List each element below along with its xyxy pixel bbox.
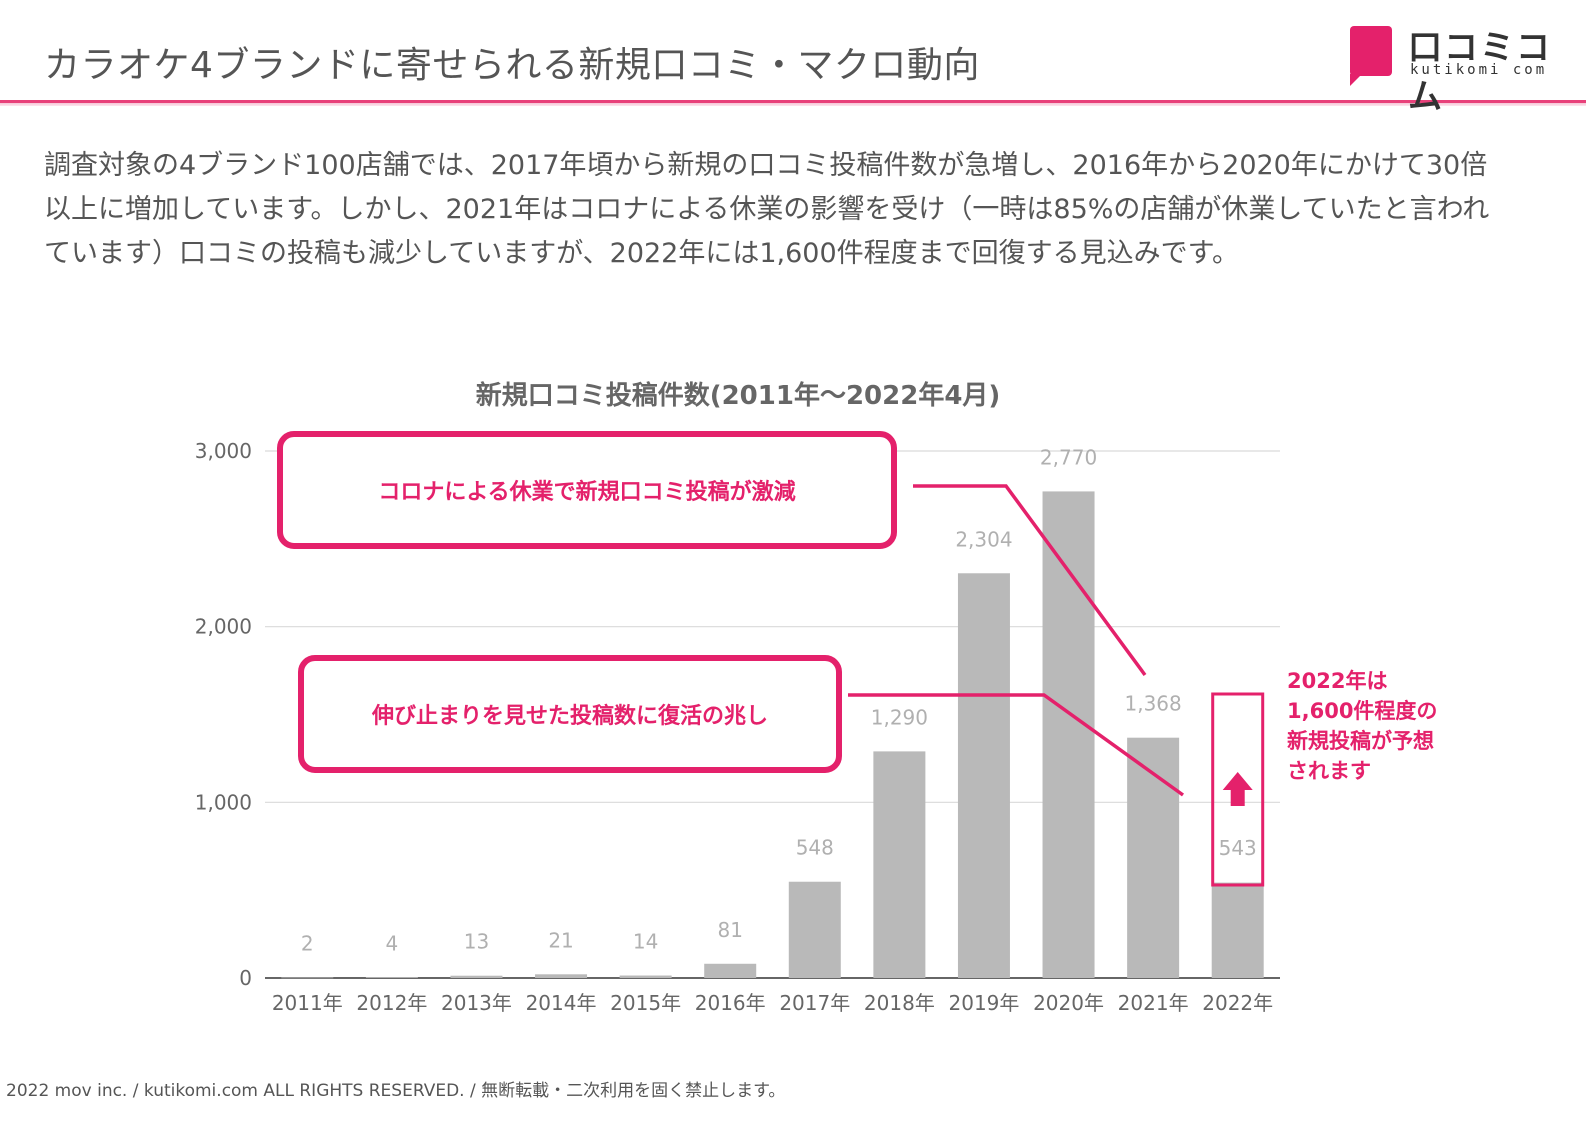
- forecast-note-line: 2022年は: [1287, 669, 1387, 693]
- y-tick-label: 3,000: [195, 439, 252, 463]
- header-divider: [0, 100, 1586, 106]
- x-tick-label: 2021年: [1118, 991, 1189, 1015]
- y-tick-label: 0: [239, 966, 252, 990]
- data-label: 14: [633, 930, 658, 954]
- bar: [788, 881, 841, 978]
- bar: [1127, 737, 1180, 978]
- x-tick-label: 2013年: [441, 991, 512, 1015]
- bar: [281, 977, 334, 979]
- chart-title: 新規口コミ投稿件数(2011年～2022年4月): [476, 380, 1001, 411]
- x-tick-label: 2020年: [1033, 991, 1104, 1015]
- x-tick-label: 2017年: [779, 991, 850, 1015]
- forecast-highlight-box: [1211, 692, 1265, 887]
- forecast-note-line: されます: [1287, 759, 1371, 783]
- bar-chart: 新規口コミ投稿件数(2011年～2022年4月) 0 1,000 2,000 3,00…: [195, 380, 1438, 1015]
- bar: [1211, 882, 1264, 978]
- bar: [873, 751, 926, 978]
- y-tick-label: 2,000: [195, 615, 252, 639]
- data-label: 2,770: [1040, 445, 1097, 469]
- data-label: 21: [548, 928, 573, 952]
- data-label: 13: [464, 930, 489, 954]
- bar: [535, 974, 588, 978]
- data-label: 1,290: [871, 705, 928, 729]
- callout-box-decline: [277, 431, 897, 549]
- bar: [365, 977, 418, 978]
- connector-line-plateau: [848, 693, 1185, 797]
- copyright-footer: 2022 mov inc. / kutikomi.com ALL RIGHTS …: [6, 1081, 786, 1101]
- bar: [450, 975, 503, 978]
- data-label: 548: [796, 836, 834, 860]
- data-label: 4: [386, 931, 399, 955]
- callout-text-plateau: 伸び止まりを見せた投稿数に復活の兆し: [371, 703, 768, 729]
- bar: [704, 963, 757, 978]
- intro-paragraph: 調査対象の4ブランド100店舗では、2017年頃から新規の口コミ投稿件数が急増し…: [44, 150, 1490, 269]
- data-label: 543: [1219, 836, 1257, 860]
- x-tick-label: 2015年: [610, 991, 681, 1015]
- logo-subtitle: kutikomi com: [1410, 62, 1548, 78]
- speech-bubble-icon: [1350, 26, 1392, 86]
- callout-text-decline: コロナによる休業で新規口コミ投稿が激減: [378, 479, 795, 505]
- bar: [619, 975, 672, 978]
- x-tick-label: 2016年: [695, 991, 766, 1015]
- forecast-note-line: 新規投稿が予想: [1287, 729, 1434, 753]
- bar: [957, 573, 1010, 978]
- callout-box-plateau: [298, 655, 842, 773]
- connector-line-decline: [913, 484, 1147, 677]
- x-tick-label: 2022年: [1202, 991, 1273, 1015]
- x-tick-label: 2012年: [356, 991, 427, 1015]
- forecast-note-line: 1,600件程度の: [1287, 699, 1437, 723]
- data-label: 2: [301, 932, 314, 956]
- page-title: カラオケ4ブランドに寄せられる新規口コミ・マクロ動向: [44, 45, 980, 86]
- up-arrow-icon: [1222, 772, 1253, 806]
- bar: [1042, 491, 1095, 978]
- x-tick-label: 2018年: [864, 991, 935, 1015]
- x-tick-label: 2011年: [272, 991, 343, 1015]
- y-tick-label: 1,000: [195, 790, 252, 814]
- data-label: 2,304: [955, 527, 1012, 551]
- x-tick-label: 2014年: [526, 991, 597, 1015]
- data-label: 1,368: [1124, 692, 1181, 716]
- x-tick-label: 2019年: [949, 991, 1020, 1015]
- data-label: 81: [717, 918, 742, 942]
- brand-logo[interactable]: 口コミコム kutikomi com: [1350, 26, 1570, 117]
- logo-wordmark: 口コミコム: [1408, 28, 1552, 117]
